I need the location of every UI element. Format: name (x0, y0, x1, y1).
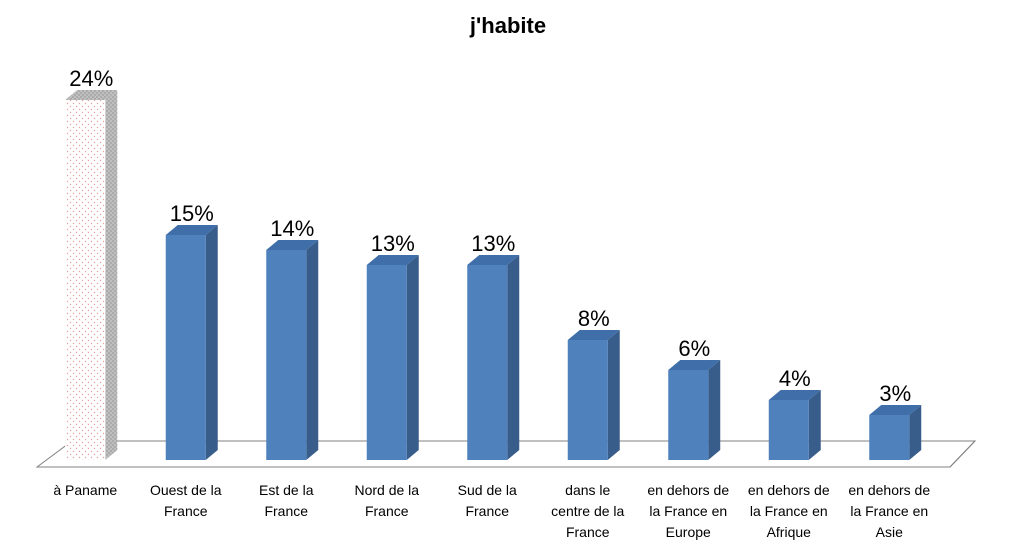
category-label-6: en dehors de la France en Europe (647, 482, 729, 540)
bar-1 (165, 225, 218, 460)
category-label-8: en dehors de la France en Asie (848, 482, 930, 540)
category-label-3: Nord de la France (354, 482, 419, 519)
category-label-2: Est de la France (259, 482, 314, 519)
category-label-4: Sud de la France (458, 482, 517, 519)
category-label-0: à Paname (53, 482, 117, 498)
data-label-3: 13% (371, 231, 415, 256)
data-label-6: 6% (678, 336, 710, 361)
bar-6 (668, 360, 721, 460)
bar-8 (869, 405, 922, 460)
bar-5 (567, 330, 620, 460)
chart-title: j'habite (469, 13, 546, 38)
category-label-7: en dehors de la France en Afrique (748, 482, 830, 540)
data-label-4: 13% (471, 231, 515, 256)
data-label-8: 3% (879, 381, 911, 406)
bar-7 (768, 390, 821, 460)
data-label-7: 4% (779, 366, 811, 391)
data-label-1: 15% (170, 201, 214, 226)
data-label-2: 14% (270, 216, 314, 241)
category-label-5: dans le centre de la France (551, 482, 624, 540)
category-label-1: Ouest de la France (150, 482, 222, 519)
bar-4 (467, 255, 520, 460)
bar-0 (65, 90, 118, 460)
bar-3 (366, 255, 419, 460)
data-label-5: 8% (578, 306, 610, 331)
data-label-0: 24% (69, 66, 113, 91)
chart-floor-edge (37, 440, 976, 468)
bar-2 (266, 240, 319, 460)
